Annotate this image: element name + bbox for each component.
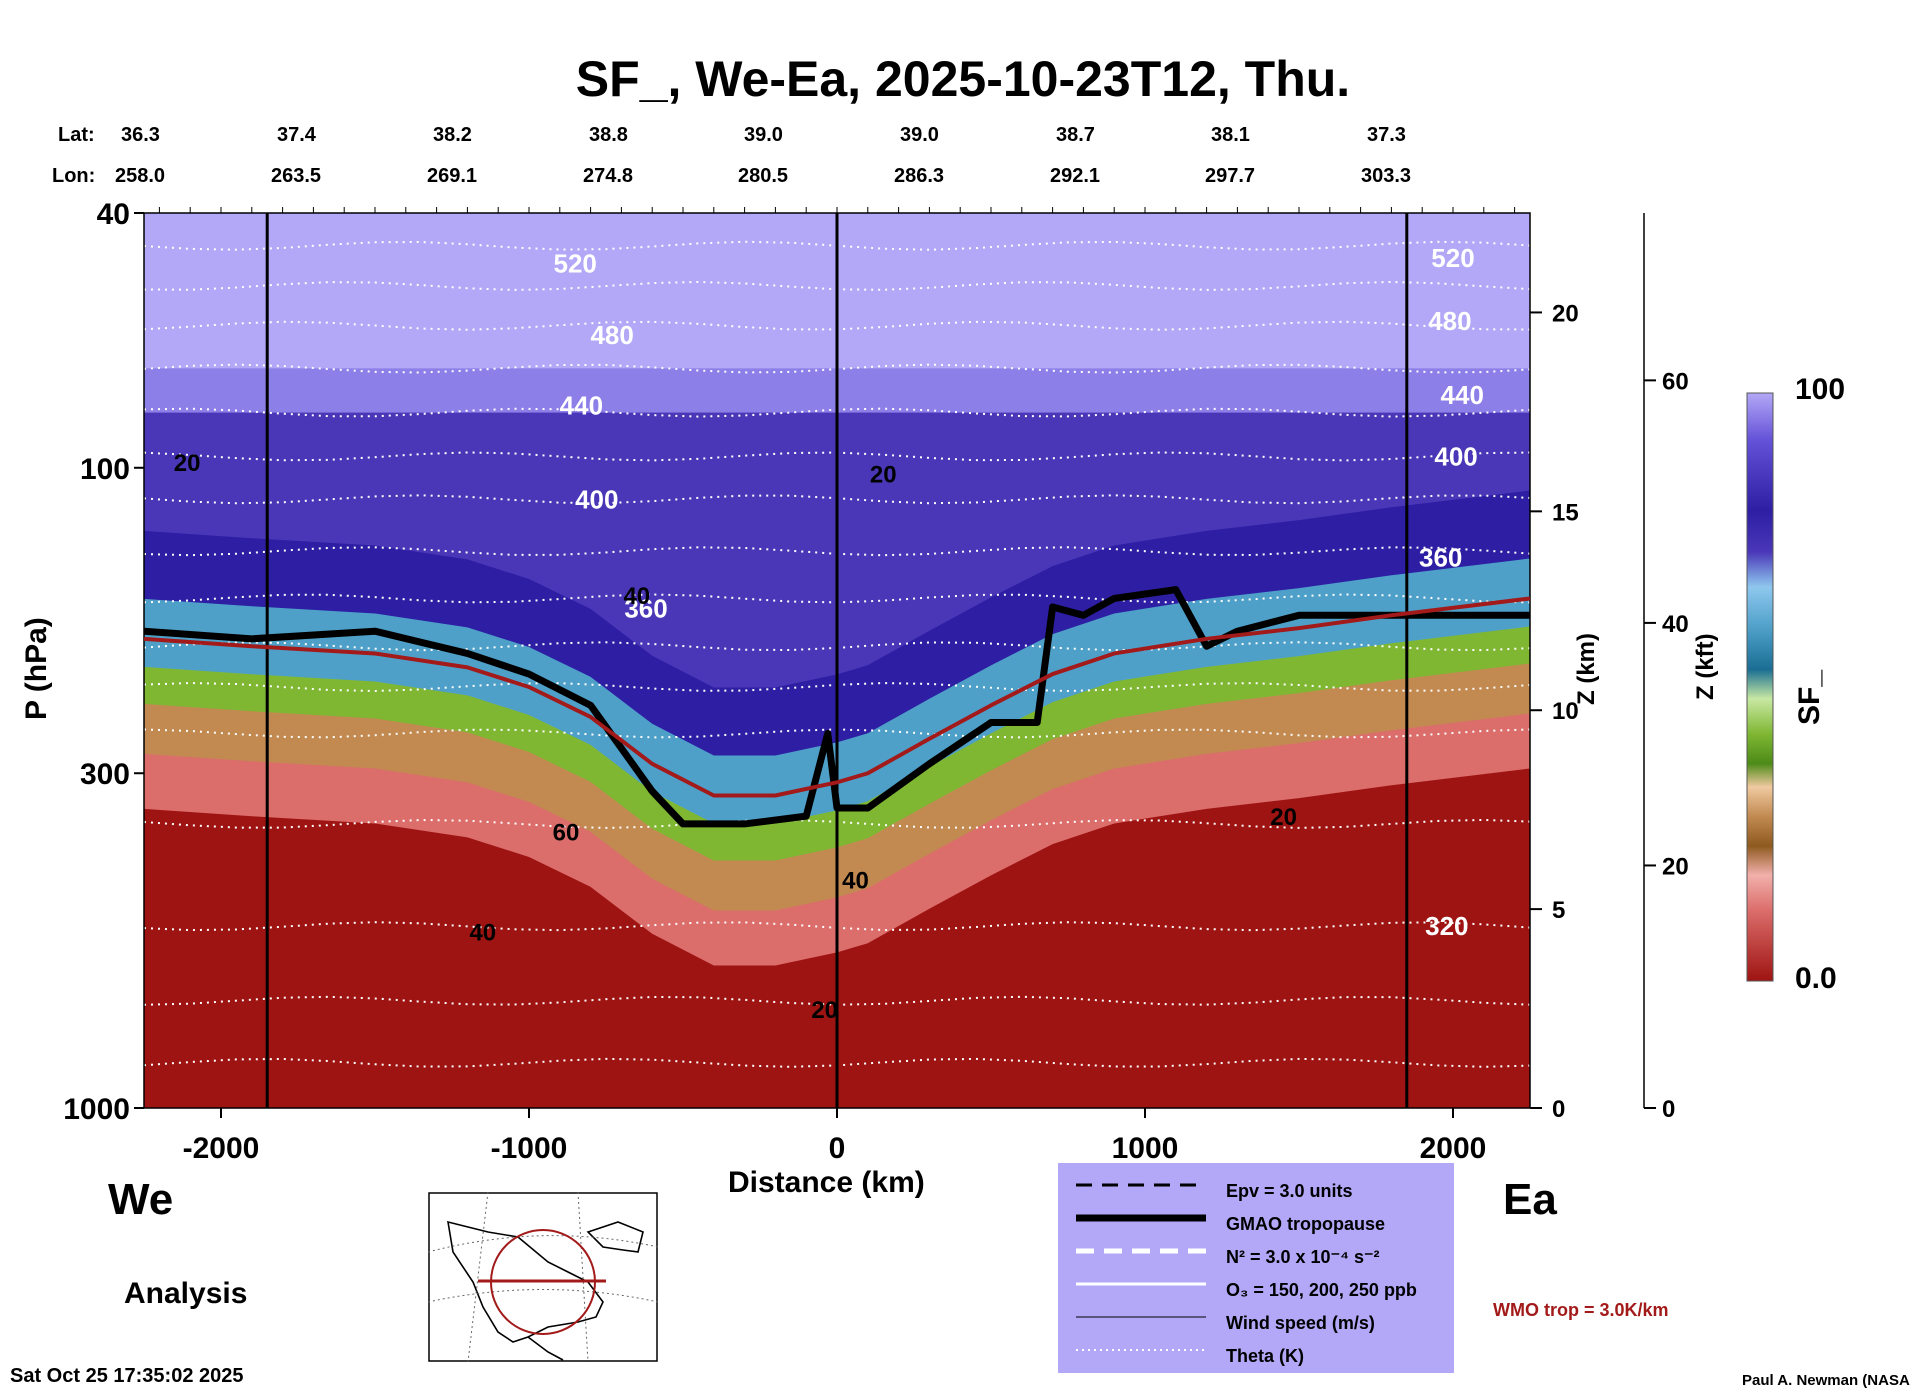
- legend-item-wind: Wind speed (m/s): [1058, 1307, 1454, 1340]
- lon-label: Lon:: [52, 165, 96, 187]
- legend-label: N² = 3.0 x 10⁻⁴ s⁻²: [1226, 1247, 1380, 1267]
- p-tick-label: 300: [80, 758, 130, 791]
- p-tick-label: 1000: [63, 1093, 130, 1126]
- lon-value: 258.0: [115, 165, 166, 187]
- x-tick-label: 1000: [1112, 1132, 1179, 1165]
- timestamp: Sat Oct 25 17:35:02 2025: [10, 1365, 244, 1387]
- theta-label: 520: [554, 249, 597, 279]
- z-km-tick-label: 0: [1552, 1096, 1565, 1123]
- p-tick-label: 40: [97, 198, 130, 231]
- field-band-green: [144, 623, 1530, 861]
- theta-label: 440: [1441, 380, 1484, 410]
- credit: Paul A. Newman (NASA: [1742, 1372, 1910, 1389]
- wind-speed-label: 60: [553, 820, 580, 847]
- z-km-tick-label: 5: [1552, 897, 1565, 924]
- dashed-black-line-icon: [1076, 1183, 1206, 1187]
- lat-value: 38.2: [433, 124, 472, 146]
- thin-black-line-icon: [1076, 1316, 1206, 1318]
- z-km-tick-label: 20: [1552, 300, 1579, 327]
- wind-speed-label: 40: [623, 583, 650, 610]
- west-label: We: [108, 1175, 174, 1224]
- x-axis-label: Distance (km): [728, 1166, 925, 1199]
- lat-value: 39.0: [900, 124, 939, 146]
- z-kft-tick-label: 20: [1662, 853, 1689, 880]
- lon-value: 263.5: [271, 165, 322, 187]
- lat-value: 37.3: [1367, 124, 1406, 146]
- legend-label: Wind speed (m/s): [1226, 1313, 1375, 1333]
- colorbar-min: 0.0: [1795, 962, 1837, 995]
- wind-speed-label: 20: [870, 461, 897, 488]
- wind-speed-label: 40: [469, 919, 496, 946]
- chart-title: SF_, We-Ea, 2025-10-23T12, Thu.: [575, 51, 1351, 107]
- theta-label: 520: [1431, 243, 1474, 273]
- theta-label: 400: [1434, 441, 1477, 471]
- dashed-white-line-icon: [1076, 1248, 1206, 1254]
- lon-value: 292.1: [1050, 165, 1101, 187]
- lat-value: 38.7: [1056, 124, 1095, 146]
- wind-speed-label: 20: [811, 997, 838, 1024]
- z-kft-tick-label: 40: [1662, 611, 1689, 638]
- legend-label: Epv = 3.0 units: [1226, 1181, 1353, 1201]
- lat-value: 38.1: [1211, 124, 1250, 146]
- lon-value: 274.8: [583, 165, 634, 187]
- field-band-darkblue: [144, 488, 1530, 756]
- gmao-tropopause-line: [144, 586, 1530, 828]
- legend-item-epv: Epv = 3.0 units: [1058, 1175, 1454, 1208]
- lat-value: 38.8: [589, 124, 628, 146]
- theta-label: 480: [590, 320, 633, 350]
- z-kft-tick-label: 0: [1662, 1096, 1675, 1123]
- theta-label: 360: [624, 594, 667, 624]
- legend-item-n2: N² = 3.0 x 10⁻⁴ s⁻²: [1058, 1241, 1454, 1274]
- field-band-pink: [144, 708, 1530, 966]
- lat-value: 37.4: [277, 124, 316, 146]
- lon-value: 286.3: [894, 165, 945, 187]
- solid-white-line-icon: [1076, 1282, 1206, 1286]
- lon-value: 280.5: [738, 165, 789, 187]
- lat-value: 36.3: [121, 124, 160, 146]
- colorbar-max: 100: [1795, 373, 1846, 406]
- legend: Epv = 3.0 units GMAO tropopause N² = 3.0…: [1058, 1163, 1454, 1373]
- z-km-tick-label: 10: [1552, 698, 1579, 725]
- x-tick-label: -2000: [183, 1132, 260, 1165]
- colorbar: [1746, 392, 1774, 982]
- legend-label: O₃ = 150, 200, 250 ppb: [1226, 1280, 1417, 1300]
- lon-value: 297.7: [1205, 165, 1256, 187]
- lon-value: 303.3: [1361, 165, 1412, 187]
- x-tick-label: 0: [829, 1132, 846, 1165]
- dotted-white-line-icon: [1076, 1349, 1206, 1351]
- legend-item-theta: Theta (K): [1058, 1340, 1454, 1373]
- x-tick-label: -1000: [491, 1132, 568, 1165]
- wind-speed-label: 40: [842, 868, 869, 895]
- lon-value: 269.1: [427, 165, 478, 187]
- z-km-tick-label: 15: [1552, 499, 1579, 526]
- legend-label: GMAO tropopause: [1226, 1214, 1386, 1234]
- wmo-tropopause-line: [144, 596, 1530, 798]
- x-tick-label: 2000: [1420, 1132, 1487, 1165]
- theta-label: 320: [1425, 911, 1468, 941]
- lat-label: Lat:: [58, 124, 95, 146]
- theta-label: 480: [1428, 306, 1471, 336]
- legend-label: Theta (K): [1226, 1346, 1304, 1366]
- theta-label: 400: [575, 484, 618, 514]
- z-kft-tick-label: 60: [1662, 368, 1689, 395]
- legend-item-gmao: GMAO tropopause: [1058, 1208, 1454, 1241]
- thick-black-line-icon: [1076, 1214, 1206, 1222]
- field-band-cyan: [144, 553, 1530, 824]
- locator-map: [428, 1192, 658, 1362]
- field-band-brown: [144, 658, 1530, 911]
- analysis-label: Analysis: [124, 1277, 248, 1310]
- wmo-label: WMO trop = 3.0K/km: [1493, 1300, 1669, 1320]
- lat-value: 39.0: [744, 124, 783, 146]
- theta-label: 360: [1419, 542, 1462, 572]
- p-tick-label: 100: [80, 453, 130, 486]
- theta-label: 440: [560, 391, 603, 421]
- legend-item-o3: O₃ = 150, 200, 250 ppb: [1058, 1274, 1454, 1307]
- wind-speed-label: 20: [174, 450, 201, 477]
- east-label: Ea: [1503, 1175, 1557, 1224]
- wind-speed-label: 20: [1270, 804, 1297, 831]
